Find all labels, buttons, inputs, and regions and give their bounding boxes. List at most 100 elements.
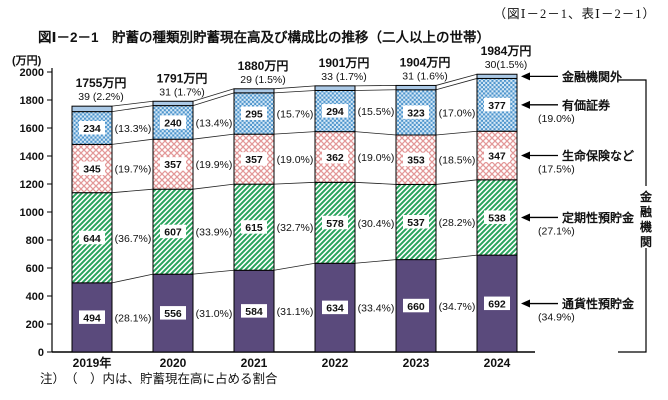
segment-connector-line <box>192 92 235 106</box>
gap-percentage-label: (13.3%) <box>115 123 152 135</box>
value-label: 240 <box>164 117 182 129</box>
left-arrow-icon <box>521 299 530 308</box>
segment-connector-line <box>435 73 478 86</box>
legend-outside-financial-institutions: 金融機関外 <box>521 69 622 84</box>
left-arrow-icon <box>521 213 530 222</box>
gap-percentage-label: (28.2%) <box>439 217 476 229</box>
gap-percentage-label: (17.0%) <box>439 107 476 119</box>
total-sub-label: 33 (1.7%) <box>321 71 367 83</box>
value-label-box <box>241 220 267 234</box>
legend-label: 生命保険など <box>562 148 634 163</box>
value-label-box <box>79 230 105 245</box>
figure-table-reference: （図Ⅰ－2－1、表Ⅰ－2－1） <box>493 7 656 21</box>
bracket-label-char: 機 <box>640 219 652 234</box>
value-label-box <box>160 115 186 129</box>
segment-connector-line <box>273 181 316 185</box>
legend-percentage: (27.1%) <box>538 225 575 237</box>
segment-connector-line <box>192 88 235 102</box>
value-label: 234 <box>83 123 101 135</box>
gap-percentage-label: (19.7%) <box>115 164 152 176</box>
y-tick-label: 0 <box>38 347 44 359</box>
y-axis-unit-label: (万円) <box>12 55 42 67</box>
value-label-box <box>484 210 510 224</box>
y-tick-label: 2000 <box>20 67 44 79</box>
left-arrow-icon <box>521 151 530 160</box>
financial-institutions-bracket: 金融機関 <box>618 79 653 353</box>
y-tick-label: 600 <box>26 263 44 275</box>
value-label-box <box>241 152 267 166</box>
x-tick-label: 2019年 <box>73 355 112 370</box>
total-label: 1791万円 <box>157 71 208 85</box>
gap-percentage-label: (15.5%) <box>358 106 395 118</box>
value-label-box <box>160 157 186 171</box>
value-label: 660 <box>407 301 425 313</box>
total-label: 1904万円 <box>400 55 451 69</box>
bracket-label-char: 関 <box>640 235 652 249</box>
segment-connector-line <box>192 269 235 275</box>
value-label-box <box>484 296 510 311</box>
bracket-label-char: 融 <box>640 204 652 219</box>
total-sub-label: 29 (1.5%) <box>240 74 286 86</box>
gap-percentage-label: (18.5%) <box>439 155 476 167</box>
legend-percentage: (34.9%) <box>538 312 575 324</box>
x-tick-label: 2024 <box>484 356 511 370</box>
value-label: 295 <box>245 109 263 121</box>
legend-label: 定期性預貯金 <box>562 210 635 225</box>
value-label: 634 <box>326 303 344 315</box>
segment-connector-line <box>435 254 478 260</box>
value-label-box <box>79 161 105 176</box>
gap-percentage-label: (31.1%) <box>277 306 314 318</box>
value-label: 584 <box>245 306 263 318</box>
value-label: 377 <box>488 100 506 112</box>
bracket-bottom <box>618 248 647 353</box>
value-label-box <box>160 224 186 239</box>
value-label-box <box>403 105 429 119</box>
value-label: 615 <box>245 222 263 234</box>
total-sub-label: 31 (1.7%) <box>159 86 205 98</box>
legend-time-deposits: 定期性預貯金(27.1%) <box>521 210 635 237</box>
gap-percentage-label: (19.9%) <box>196 159 233 171</box>
gap-percentage-label: (31.0%) <box>196 308 233 320</box>
segment-connector-line <box>273 90 316 94</box>
value-label-box <box>322 215 348 230</box>
gap-percentage-label: (13.4%) <box>196 117 233 129</box>
value-label: 323 <box>407 107 425 119</box>
value-label: 494 <box>83 312 101 324</box>
y-tick-label: 1000 <box>20 207 44 219</box>
value-label: 353 <box>407 155 425 167</box>
bar-2023: 660 537 353 323 (34.7%) (28.2%) (18.5%) (17.0%)… <box>395 55 476 370</box>
bracket-label-char: 金 <box>639 189 653 204</box>
segment-outside-financial-institutions <box>233 88 275 94</box>
segment-connector-line <box>192 133 235 140</box>
segment-connector-line <box>111 105 154 113</box>
x-tick-label: 2022 <box>322 356 349 370</box>
footnote: 注） （ ）内は、貯蓄現在高に占める割合 <box>40 372 278 386</box>
segment-connector-line <box>192 183 235 190</box>
total-sub-label: 39 (2.2%) <box>78 91 124 103</box>
value-label-box <box>322 300 348 315</box>
segment-connector-line <box>273 131 316 135</box>
x-tick-label: 2023 <box>403 356 430 370</box>
segment-connector-line <box>111 138 154 145</box>
bar-2021: 584 615 357 295 (31.1%) (32.7%) (19.0%) (15.7%)… <box>233 59 314 370</box>
legend-label: 有価証券 <box>562 97 611 112</box>
value-label: 357 <box>245 154 263 166</box>
segment-connector-line <box>354 89 397 91</box>
legend-demand-deposits: 通貨性預貯金(34.9%) <box>521 296 635 324</box>
chart-title: 図Ⅰ－2－1 貯蓄の種類別貯蓄現在高及び構成比の推移（二人以上の世帯） <box>38 30 491 45</box>
y-tick-label: 800 <box>26 235 44 247</box>
total-label: 1901万円 <box>319 56 370 70</box>
value-label-box <box>322 104 348 118</box>
value-label: 578 <box>326 218 344 230</box>
total-label: 1755万円 <box>76 76 127 90</box>
value-label-box <box>322 149 348 164</box>
value-label-box <box>403 298 429 313</box>
bar-2020: 556 607 357 240 (31.0%) (33.9%) (19.9%) (13.4%)… <box>152 71 233 370</box>
segment-outside-financial-institutions <box>314 85 356 91</box>
y-tick-label: 1400 <box>20 151 44 163</box>
segment-connector-line <box>273 262 316 271</box>
segment-outside-financial-institutions <box>71 105 113 113</box>
value-label-box <box>484 97 510 112</box>
